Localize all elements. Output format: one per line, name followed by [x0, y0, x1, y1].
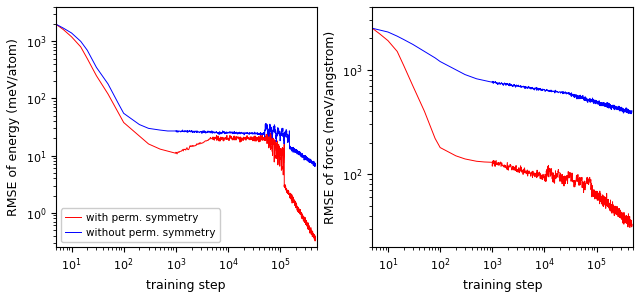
without perm. symmetry — [52, 22, 60, 26]
Line: with perm. symmetry: with perm. symmetry — [56, 24, 316, 241]
without perm. symmetry — [311, 165, 319, 168]
Y-axis label: RMSE of energy (meV/atom): RMSE of energy (meV/atom) — [7, 38, 20, 216]
with perm. symmetry — [289, 199, 297, 203]
with perm. symmetry — [52, 22, 60, 26]
with perm. symmetry — [312, 238, 319, 242]
without perm. symmetry — [294, 152, 302, 156]
with perm. symmetry — [272, 154, 280, 157]
Y-axis label: RMSE of force (meV/angstrom): RMSE of force (meV/angstrom) — [324, 30, 337, 224]
without perm. symmetry — [312, 163, 319, 167]
X-axis label: training step: training step — [463, 279, 543, 292]
with perm. symmetry — [311, 239, 319, 243]
Line: without perm. symmetry: without perm. symmetry — [56, 24, 316, 167]
without perm. symmetry — [297, 152, 305, 155]
without perm. symmetry — [211, 131, 218, 134]
without perm. symmetry — [120, 112, 127, 115]
with perm. symmetry — [298, 216, 306, 220]
X-axis label: training step: training step — [147, 279, 226, 292]
with perm. symmetry — [282, 187, 290, 191]
Legend: with perm. symmetry, without perm. symmetry: with perm. symmetry, without perm. symme… — [61, 208, 220, 242]
without perm. symmetry — [242, 132, 250, 135]
with perm. symmetry — [289, 198, 297, 202]
without perm. symmetry — [206, 131, 214, 135]
with perm. symmetry — [261, 138, 269, 142]
